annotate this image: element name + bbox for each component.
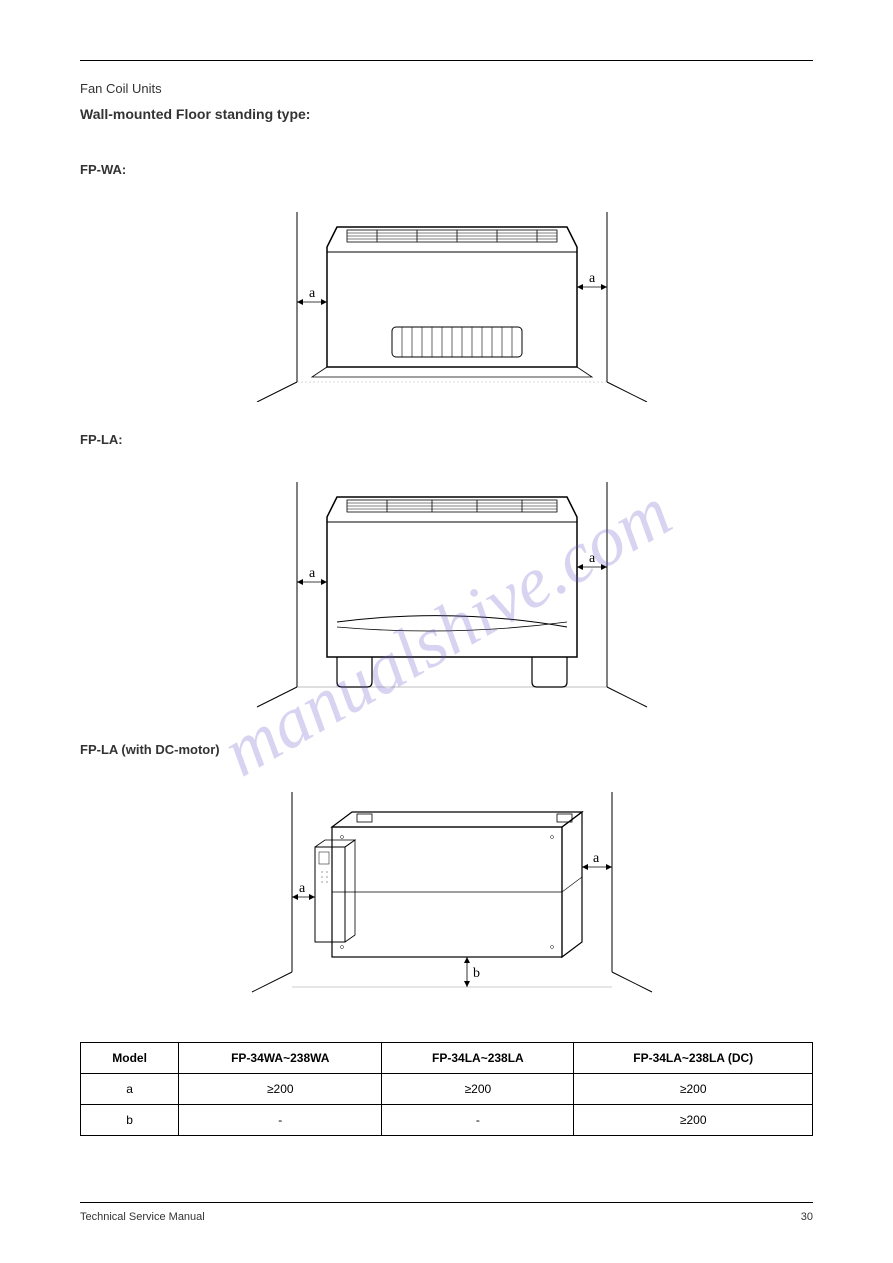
diagram-fpla-dc: a a b [80,772,813,1012]
table-header-row: Model FP-34WA~238WA FP-34LA~238LA FP-34L… [81,1043,813,1074]
svg-text:a: a [299,881,306,896]
page-footer: Technical Service Manual 30 [80,1202,813,1223]
section-title-2: FP-LA (with DC-motor) [80,742,813,757]
table-cell: - [179,1105,382,1136]
section-title-0: FP-WA: [80,162,813,177]
footer-divider [80,1202,813,1203]
table-cell: - [382,1105,574,1136]
table-header-cell: Model [81,1043,179,1074]
header-category: Fan Coil Units [80,81,813,96]
page-title: Wall-mounted Floor standing type: [80,106,813,122]
header-divider [80,60,813,61]
svg-text:a: a [309,286,316,301]
svg-text:a: a [309,566,316,581]
diagram-fpla: a a [80,462,813,712]
footer-left-text: Technical Service Manual [80,1211,205,1223]
svg-text:a: a [593,851,600,866]
footer-page-number: 30 [801,1211,813,1223]
dimensions-table: Model FP-34WA~238WA FP-34LA~238LA FP-34L… [80,1042,813,1136]
table-cell: ≥200 [574,1074,813,1105]
table-cell: ≥200 [574,1105,813,1136]
diagram-fpwa: a a [80,192,813,402]
svg-text:a: a [589,271,596,286]
table-cell: a [81,1074,179,1105]
table-header-cell: FP-34WA~238WA [179,1043,382,1074]
table-cell: ≥200 [382,1074,574,1105]
table-row: a ≥200 ≥200 ≥200 [81,1074,813,1105]
table-header-cell: FP-34LA~238LA (DC) [574,1043,813,1074]
table-row: b - - ≥200 [81,1105,813,1136]
table-cell: b [81,1105,179,1136]
table-cell: ≥200 [179,1074,382,1105]
svg-text:a: a [589,551,596,566]
svg-text:b: b [473,966,480,981]
table-header-cell: FP-34LA~238LA [382,1043,574,1074]
section-title-1: FP-LA: [80,432,813,447]
